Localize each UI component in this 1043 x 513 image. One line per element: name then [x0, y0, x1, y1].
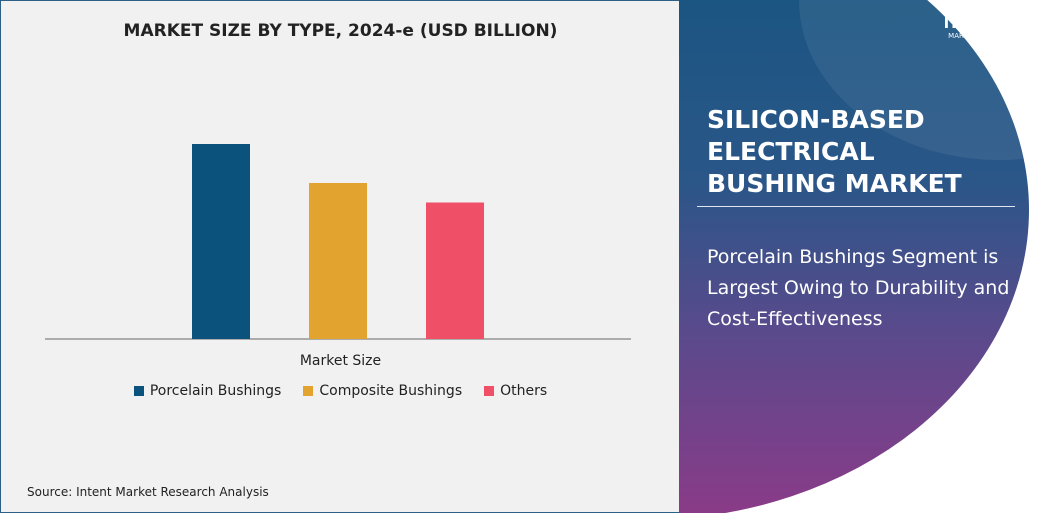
legend-swatch — [303, 386, 314, 396]
legend-swatch — [484, 386, 495, 396]
source-note: Source: Intent Market Research Analysis — [27, 485, 269, 499]
market-description: Porcelain Bushings Segment is Largest Ow… — [707, 246, 1010, 330]
bar-chart — [45, 144, 631, 340]
x-axis-label: Market Size — [299, 353, 382, 369]
logo: INTENT MARKET RESEARCH — [944, 14, 1017, 40]
bar-porcelain-bushings — [192, 144, 250, 339]
chart-title: MARKET SIZE BY TYPE, 2024-e (USD BILLION… — [123, 21, 558, 41]
legend: Porcelain Bushings Composite Bushings Ot… — [1, 383, 680, 399]
divider — [697, 206, 1015, 207]
bar-others — [426, 202, 484, 339]
logo-sub: MARKET RESEARCH — [948, 32, 1017, 40]
legend-label: Composite Bushings — [319, 383, 463, 399]
info-panel: INTENT MARKET RESEARCH SILICON-BASED ELE… — [679, 0, 1043, 513]
legend-item: Porcelain Bushings — [133, 383, 282, 399]
legend-item: Composite Bushings — [303, 383, 462, 399]
legend-label: Porcelain Bushings — [149, 383, 282, 399]
logo-brand: INTENT — [943, 14, 1017, 32]
legend-swatch — [133, 386, 144, 396]
bar-composite-bushings — [309, 183, 367, 339]
legend-item: Others — [484, 383, 547, 399]
legend-label: Others — [500, 383, 548, 399]
chart-panel: MARKET SIZE BY TYPE, 2024-e (USD BILLION… — [0, 0, 679, 513]
market-heading: SILICON-BASED ELECTRICAL BUSHING MARKET — [707, 105, 962, 198]
